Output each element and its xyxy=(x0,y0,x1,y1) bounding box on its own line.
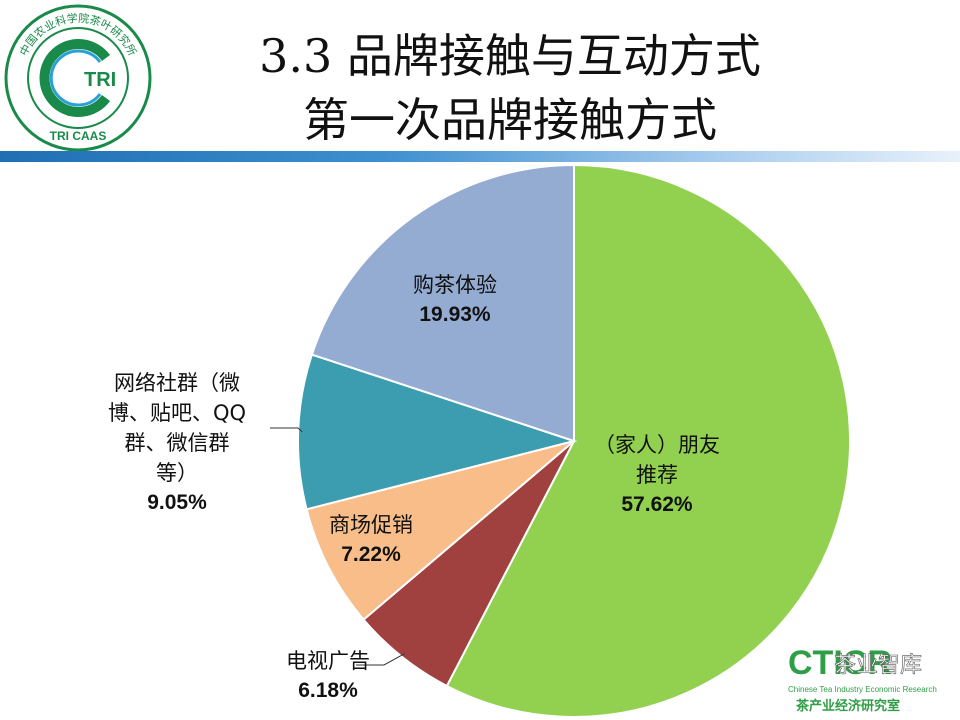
pie-label-name-0-1: 推荐 xyxy=(636,463,678,487)
svg-text:Chinese Tea Industry Economic: Chinese Tea Industry Economic Research xyxy=(788,685,937,694)
cticr-watermark: CTICR 茶业智库 Chinese Tea Industry Economic… xyxy=(788,644,937,714)
pie-label-name-3-2: 群、微信群 xyxy=(124,431,230,455)
pie-label-0: （家人）朋友 推荐 57.62% xyxy=(572,430,742,520)
pie-label-name-2-0: 商场促销 xyxy=(329,513,413,537)
pie-label-4: 购茶体验 19.93% xyxy=(380,270,530,330)
slide-title-line1: 3.3 品牌接触与互动方式 xyxy=(259,29,761,83)
slide-title-line2: 第一次品牌接触方式 xyxy=(303,93,717,147)
pie-label-name-0-0: （家人）朋友 xyxy=(594,433,720,457)
pie-slice-3 xyxy=(297,353,578,511)
pie-label-value-2: 7.22% xyxy=(341,543,401,566)
pie-label-2: 商场促销 7.22% xyxy=(306,510,436,570)
svg-text:TRI: TRI xyxy=(84,69,116,91)
pie-label-name-1-0: 电视广告 xyxy=(286,649,370,673)
pie-label-name-3-1: 博、贴吧、QQ xyxy=(107,401,247,425)
pie-slice-0 xyxy=(445,163,851,718)
svg-text:茶产业经济研究室: 茶产业经济研究室 xyxy=(796,698,900,714)
pie-label-value-4: 19.93% xyxy=(419,303,491,326)
leader-line-1 xyxy=(356,653,405,666)
leader-line-3 xyxy=(270,427,303,433)
pie-label-value-1: 6.18% xyxy=(298,679,358,702)
svg-text:TRI CAAS: TRI CAAS xyxy=(50,129,107,143)
svg-text:1958: 1958 xyxy=(67,107,90,119)
pie-label-value-3: 9.05% xyxy=(147,491,207,514)
pie-label-value-0: 57.62% xyxy=(621,493,693,516)
title-underline-bar xyxy=(0,151,960,162)
pie-label-name-3-3: 等） xyxy=(156,461,198,485)
tri-caas-logo: TRI 1958 TRI CAAS 中国农业科学院茶叶研究所 xyxy=(4,4,152,152)
pie-slice-4 xyxy=(310,163,575,443)
pie-label-name-3-0: 网络社群（微 xyxy=(114,371,240,395)
svg-text:CTICR: CTICR xyxy=(788,644,892,682)
pie-label-name-4-0: 购茶体验 xyxy=(413,273,497,297)
svg-text:茶业智库: 茶业智库 xyxy=(834,653,922,678)
pie-label-3: 网络社群（微 博、贴吧、QQ 群、微信群等） 9.05% xyxy=(92,368,262,518)
pie-label-1: 电视广告 6.18% xyxy=(268,646,388,706)
pie-slice-2 xyxy=(305,440,575,621)
